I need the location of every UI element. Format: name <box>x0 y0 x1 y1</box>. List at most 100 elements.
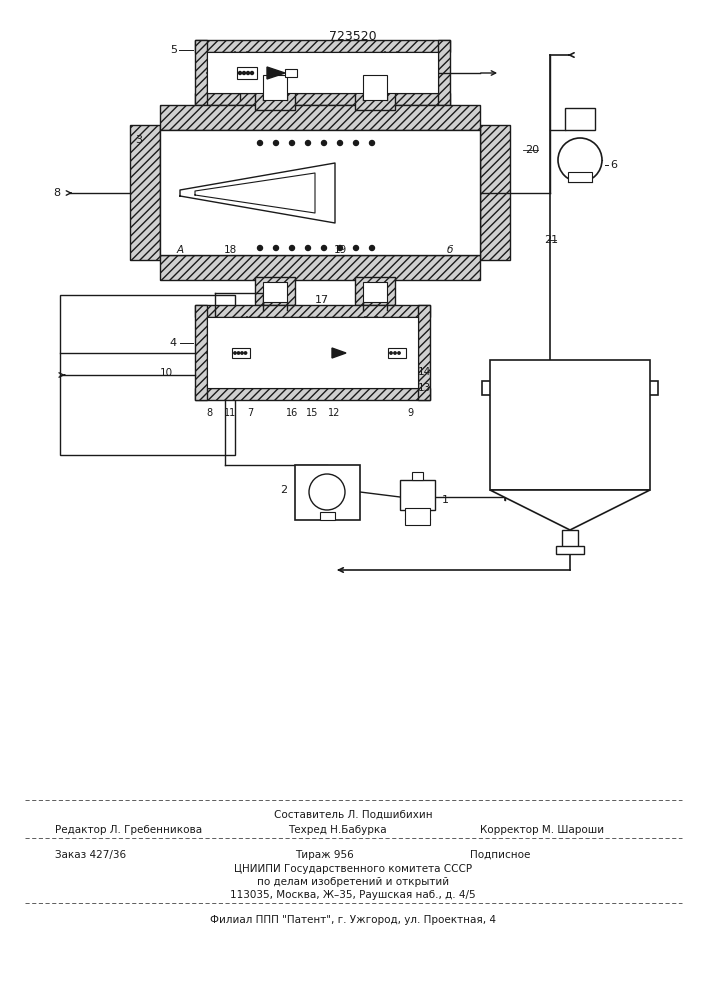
Text: 5: 5 <box>170 45 177 55</box>
Text: 10: 10 <box>160 368 173 378</box>
Circle shape <box>245 352 247 354</box>
Bar <box>255 277 295 305</box>
Circle shape <box>337 140 342 145</box>
Text: б: б <box>447 245 453 255</box>
Text: 17: 17 <box>315 295 329 305</box>
Circle shape <box>238 352 240 354</box>
Text: 6: 6 <box>610 160 617 170</box>
Text: 1: 1 <box>442 495 449 505</box>
Text: Заказ 427/36: Заказ 427/36 <box>55 850 126 860</box>
Text: 13: 13 <box>418 383 431 393</box>
Bar <box>565 108 595 130</box>
Circle shape <box>238 72 242 75</box>
Circle shape <box>289 140 295 145</box>
Circle shape <box>337 245 342 250</box>
Bar <box>465 140 480 245</box>
Circle shape <box>274 245 279 250</box>
Circle shape <box>250 72 254 75</box>
Text: Корректор М. Шароши: Корректор М. Шароши <box>480 825 604 835</box>
Text: 21: 21 <box>544 235 558 245</box>
Text: 4: 4 <box>170 338 177 348</box>
Polygon shape <box>490 490 650 530</box>
Text: Составитель Л. Подшибихин: Составитель Л. Подшибихин <box>274 810 432 820</box>
Circle shape <box>322 245 327 250</box>
Circle shape <box>305 245 310 250</box>
Bar <box>568 172 592 182</box>
Text: 11: 11 <box>224 408 236 418</box>
Bar <box>195 93 450 105</box>
Text: 9: 9 <box>407 408 413 418</box>
Bar <box>320 512 335 520</box>
Bar <box>400 480 435 510</box>
Bar <box>195 305 207 400</box>
Bar <box>160 105 480 130</box>
Circle shape <box>247 72 250 75</box>
Circle shape <box>257 245 262 250</box>
Circle shape <box>289 245 295 250</box>
Bar <box>160 255 480 280</box>
Text: 16: 16 <box>286 408 298 418</box>
Bar <box>130 125 160 260</box>
Bar <box>405 508 430 525</box>
Text: 723520: 723520 <box>329 30 377 43</box>
Circle shape <box>322 140 327 145</box>
Bar <box>195 40 450 52</box>
Text: А: А <box>177 245 184 255</box>
Text: Подписное: Подписное <box>470 850 530 860</box>
Circle shape <box>398 352 400 354</box>
Circle shape <box>243 72 245 75</box>
Text: Филиал ППП "Патент", г. Ужгород, ул. Проектная, 4: Филиал ППП "Патент", г. Ужгород, ул. Про… <box>210 915 496 925</box>
Bar <box>195 305 430 317</box>
Bar <box>207 52 438 93</box>
Bar <box>355 277 395 305</box>
Bar <box>160 140 175 245</box>
Bar <box>207 317 418 388</box>
Circle shape <box>370 245 375 250</box>
Polygon shape <box>195 173 315 213</box>
Text: по делам изобретений и открытий: по делам изобретений и открытий <box>257 877 449 887</box>
Bar <box>263 75 287 100</box>
Bar <box>60 295 235 455</box>
Text: 113035, Москва, Ж–35, Раушская наб., д. 4/5: 113035, Москва, Ж–35, Раушская наб., д. … <box>230 890 476 900</box>
Bar <box>237 67 257 79</box>
Bar <box>562 530 578 548</box>
Bar <box>363 75 387 100</box>
Text: 12: 12 <box>328 408 340 418</box>
Bar <box>263 282 287 302</box>
Circle shape <box>354 245 358 250</box>
Circle shape <box>305 140 310 145</box>
Text: Тираж 956: Тираж 956 <box>295 850 354 860</box>
Text: 14: 14 <box>418 367 431 377</box>
Bar <box>285 69 297 77</box>
Bar <box>480 125 510 260</box>
Circle shape <box>257 140 262 145</box>
Circle shape <box>309 474 345 510</box>
Text: 2: 2 <box>280 485 287 495</box>
Text: 3: 3 <box>135 135 142 145</box>
Bar <box>482 381 658 395</box>
Bar <box>232 348 250 358</box>
Bar <box>255 80 295 110</box>
Text: 18: 18 <box>223 245 237 255</box>
Circle shape <box>241 352 243 354</box>
Text: 19: 19 <box>334 245 346 255</box>
Bar <box>363 282 387 302</box>
Text: 7: 7 <box>247 408 253 418</box>
Circle shape <box>394 352 396 354</box>
Text: 8: 8 <box>206 408 212 418</box>
Bar <box>418 305 430 400</box>
Text: 8: 8 <box>53 188 60 198</box>
Bar <box>412 472 423 480</box>
Bar <box>195 40 207 105</box>
Bar <box>355 80 395 110</box>
Bar <box>490 360 650 490</box>
Circle shape <box>234 352 236 354</box>
Bar <box>556 546 584 554</box>
Circle shape <box>558 138 602 182</box>
Bar <box>438 40 450 105</box>
Text: Редактор Л. Гребенникова: Редактор Л. Гребенникова <box>55 825 202 835</box>
Bar <box>558 369 582 381</box>
Polygon shape <box>332 348 346 358</box>
Polygon shape <box>180 163 335 223</box>
Bar <box>195 388 430 400</box>
